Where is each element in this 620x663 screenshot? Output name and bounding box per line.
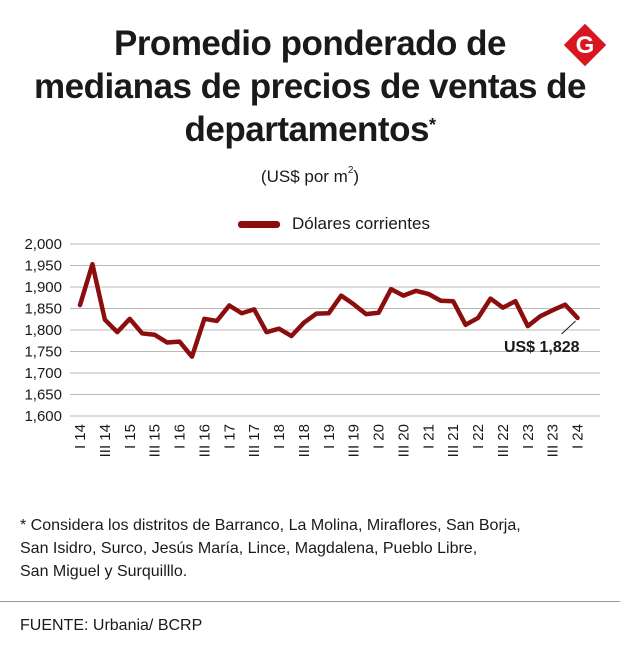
chart-title: Promedio ponderado de medianas de precio… <box>20 22 600 151</box>
x-tick-label: III 21 <box>445 424 462 457</box>
title-line-3-text: departamentos <box>184 110 430 149</box>
x-tick-label: III 22 <box>495 424 512 457</box>
x-tick-label: I 14 <box>72 424 89 449</box>
x-tick-label: I 22 <box>470 424 487 449</box>
x-tick-label: III 18 <box>296 424 313 457</box>
title-asterisk: * <box>428 115 436 135</box>
x-tick-label: I 15 <box>122 424 139 449</box>
x-tick-label: I 20 <box>371 424 388 449</box>
gestion-logo-icon: G <box>563 23 607 67</box>
x-tick-label: I 18 <box>271 424 288 449</box>
legend-swatch <box>238 220 280 228</box>
x-tick-label: I 21 <box>420 424 437 449</box>
end-value-label: US$ 1,828 <box>504 339 580 356</box>
subtitle-suffix: ) <box>353 167 360 186</box>
x-tick-label: III 16 <box>196 424 213 457</box>
x-tick-label: III 19 <box>346 424 363 457</box>
x-tick-label: III 14 <box>97 424 114 457</box>
footnote-line-3: San Miguel y Surquilllo. <box>20 563 188 580</box>
chart-subtitle: (US$ por m2) <box>0 165 620 187</box>
title-line-2: medianas de precios de ventas de <box>33 67 587 106</box>
source-note: FUENTE: Urbania/ BCRP <box>20 617 203 634</box>
y-tick-label: 1,900 <box>24 279 62 296</box>
annotation-leader <box>561 320 576 335</box>
y-tick-label: 1,800 <box>24 322 62 339</box>
subtitle-sup: 2 <box>347 165 354 176</box>
series-line <box>77 261 580 359</box>
x-tick-label: I 23 <box>520 424 537 449</box>
x-tick-label: III 15 <box>147 424 164 457</box>
subtitle-prefix: (US$ por m <box>260 167 348 186</box>
y-tick-label: 1,600 <box>24 408 62 425</box>
footnote-line-2: San Isidro, Surco, Jesús María, Lince, M… <box>20 540 478 557</box>
x-tick-label: I 16 <box>172 424 189 449</box>
x-tick-label: III 23 <box>545 424 562 457</box>
y-tick-label: 1,650 <box>24 387 62 404</box>
y-tick-label: 1,950 <box>24 258 62 275</box>
footnote: * Considera los distritos de Barranco, L… <box>20 514 600 583</box>
divider <box>0 601 620 602</box>
logo-letter: G <box>576 32 595 59</box>
x-tick-label: III 17 <box>246 424 263 457</box>
legend-label: Dólares corrientes <box>292 214 430 233</box>
y-tick-label: 1,700 <box>24 365 62 382</box>
y-tick-label: 1,750 <box>24 344 62 361</box>
line-chart: 2,000 1,950 1,900 1,850 1,800 1,750 1,700 1,650… <box>24 236 600 457</box>
x-tick-label: I 17 <box>221 424 238 449</box>
footnote-line-1: * Considera los distritos de Barranco, L… <box>20 517 521 534</box>
title-line-1: Promedio ponderado de <box>113 24 507 63</box>
x-tick-label: I 19 <box>321 424 338 449</box>
y-tick-label: 1,850 <box>24 301 62 318</box>
y-tick-label: 2,000 <box>24 236 62 253</box>
x-tick-label: III 20 <box>395 424 412 457</box>
chart-legend: Dólares corrientes <box>238 214 430 234</box>
x-tick-label: I 24 <box>570 424 587 449</box>
title-line-3: departamentos* <box>20 108 600 151</box>
